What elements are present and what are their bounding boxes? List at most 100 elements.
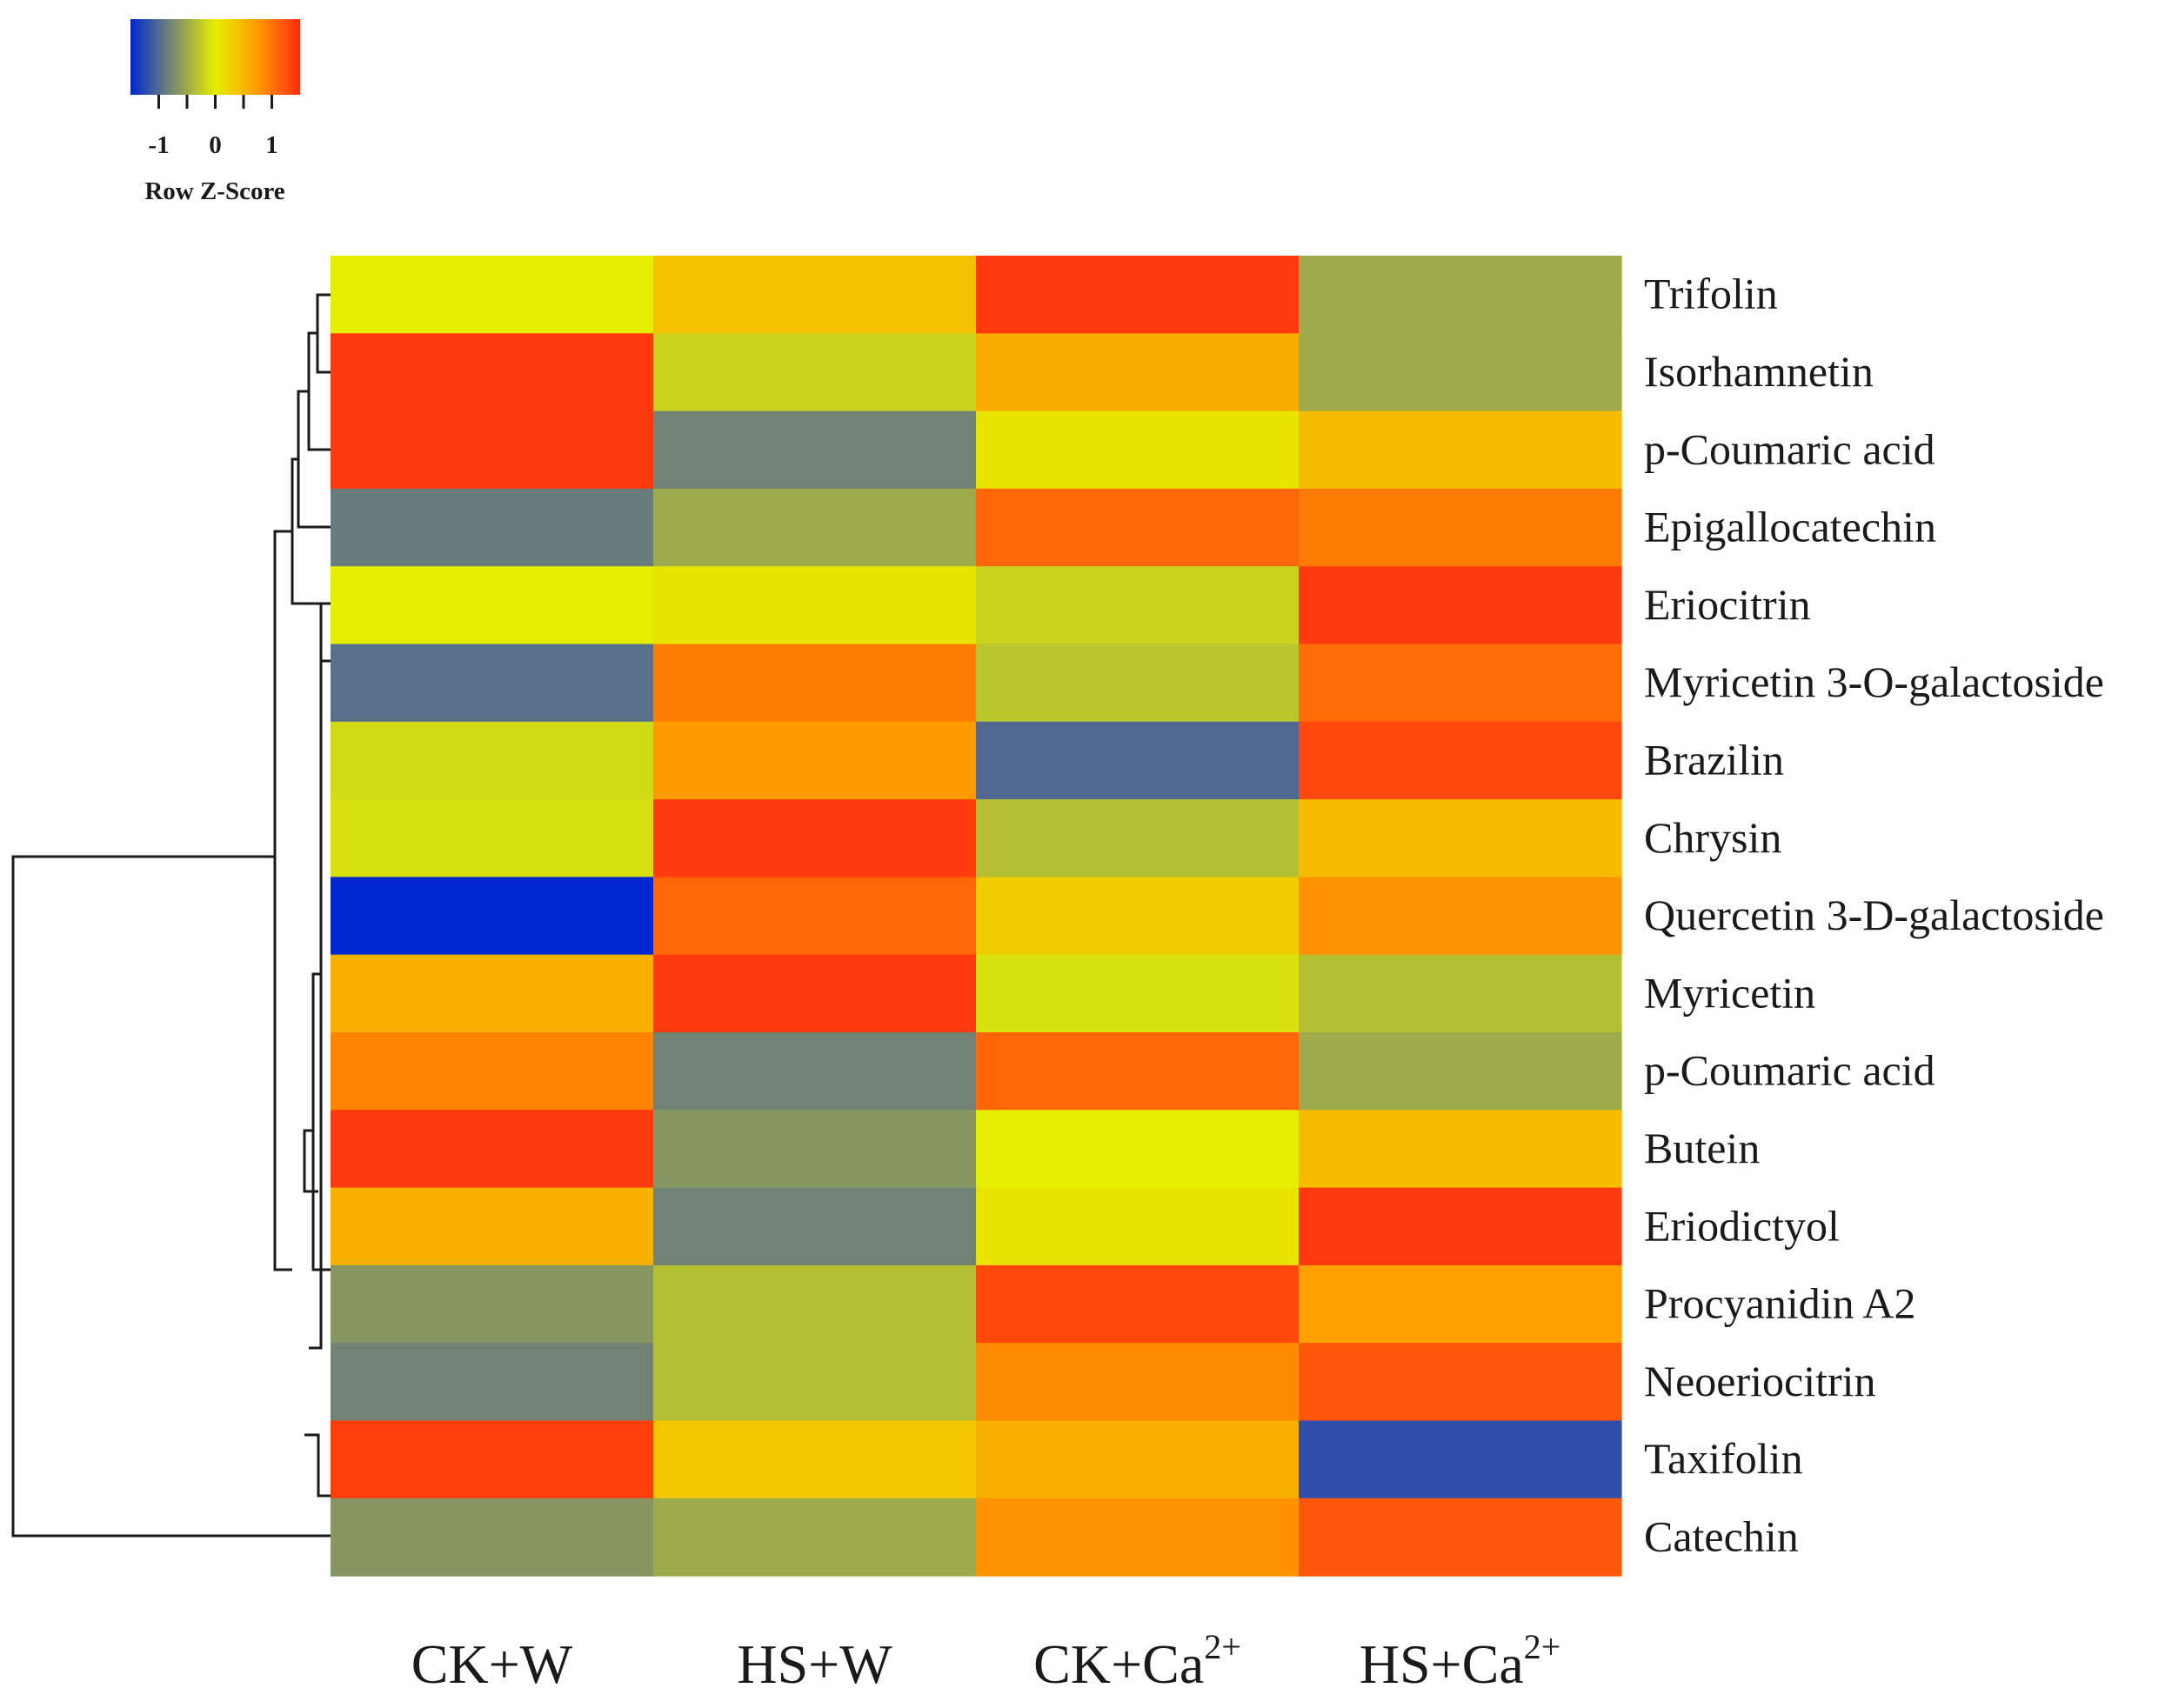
row-dendrogram <box>11 293 331 1538</box>
row-label: Butein <box>1644 1124 1760 1172</box>
heatmap-cell <box>653 410 977 490</box>
heatmap-cell <box>653 333 977 412</box>
heatmap-cell <box>1299 954 1622 1033</box>
heatmap-cell <box>331 721 654 800</box>
heatmap-cell <box>653 1498 977 1577</box>
heatmap-cell <box>653 721 977 800</box>
column-labels: CK+W HS+W CK+Ca2+ HS+Ca2+ <box>411 1627 1560 1695</box>
heatmap-cell <box>331 1498 654 1577</box>
heatmap-cell <box>1299 1343 1622 1422</box>
heatmap-cell <box>1299 1498 1622 1577</box>
row-label: Eriodictyol <box>1644 1201 1840 1250</box>
row-label: Eriocitrin <box>1644 580 1811 629</box>
heatmap-cell <box>1299 410 1622 490</box>
heatmap-cell <box>976 1187 1300 1266</box>
heatmap-cell <box>1299 721 1622 800</box>
row-label: Trifolin <box>1644 270 1778 318</box>
heatmap-cell <box>1299 1032 1622 1111</box>
row-label: Brazilin <box>1644 735 1784 784</box>
heatmap-cell <box>1299 566 1622 645</box>
heatmap-cell <box>976 566 1300 645</box>
heatmap-cell <box>976 1420 1300 1499</box>
heatmap-cell <box>976 721 1300 800</box>
heatmap-cell <box>331 644 654 723</box>
heatmap-cell <box>653 488 977 567</box>
heatmap-cell <box>653 1420 977 1499</box>
heatmap-cell <box>1299 1420 1622 1499</box>
heatmap-cells <box>331 256 1622 1577</box>
color-key-ticks: -1 0 1 <box>148 95 278 159</box>
heatmap-cell <box>976 1343 1300 1422</box>
row-label: Taxifolin <box>1644 1434 1803 1483</box>
heatmap-cell <box>976 644 1300 723</box>
heatmap-cell <box>331 1110 654 1189</box>
color-key-tick-label: 0 <box>209 131 222 159</box>
heatmap-cell <box>331 333 654 412</box>
heatmap-cell <box>976 1498 1300 1577</box>
heatmap-cell <box>1299 799 1622 877</box>
heatmap-cell <box>331 1420 654 1499</box>
heatmap-cell <box>976 256 1300 334</box>
heatmap-cell <box>1299 1110 1622 1189</box>
row-label: p-Coumaric acid <box>1644 424 1935 473</box>
heatmap-cell <box>1299 488 1622 567</box>
heatmap-cell <box>653 566 977 645</box>
row-label: Quercetin 3-D-galactoside <box>1644 891 2104 939</box>
heatmap-cell <box>1299 333 1622 412</box>
heatmap-cell <box>1299 644 1622 723</box>
heatmap-cell <box>331 1343 654 1422</box>
row-label: Isorhamnetin <box>1644 347 1874 396</box>
heatmap-cell <box>976 1032 1300 1111</box>
heatmap-cell <box>653 1187 977 1266</box>
heatmap-cell <box>653 954 977 1033</box>
row-label: Epigallocatechin <box>1644 503 1936 551</box>
column-label: CK+W <box>411 1633 573 1695</box>
row-label: Chrysin <box>1644 813 1781 862</box>
row-labels: Trifolin Isorhamnetin p-Coumaric acid Epiga… <box>1644 270 2104 1561</box>
heatmap-cell <box>653 1343 977 1422</box>
column-label: HS+Ca2+ <box>1360 1627 1561 1695</box>
heatmap-cell <box>653 644 977 723</box>
row-label: Myricetin 3-O-galactoside <box>1644 657 2104 706</box>
row-label: Neoeriocitrin <box>1644 1357 1876 1405</box>
heatmap-cell <box>331 488 654 567</box>
heatmap-cell <box>331 1264 654 1344</box>
color-key-tick-label: 1 <box>265 131 278 159</box>
heatmap-cell <box>331 1187 654 1266</box>
color-key-title: Row Z-Score <box>144 177 284 205</box>
heatmap-cell <box>653 1264 977 1344</box>
heatmap-cell <box>653 256 977 334</box>
heatmap-cell <box>653 1110 977 1189</box>
heatmap-cell <box>331 1032 654 1111</box>
heatmap-cell <box>331 954 654 1033</box>
heatmap-cell <box>653 799 977 877</box>
column-label: HS+W <box>737 1633 892 1695</box>
dendrogram-branches <box>11 293 331 1538</box>
row-label: Catechin <box>1644 1512 1799 1561</box>
heatmap-cell <box>976 1110 1300 1189</box>
heatmap-cell <box>331 877 654 956</box>
row-label: Myricetin <box>1644 968 1815 1017</box>
heatmap-cell <box>976 877 1300 956</box>
heatmap-cell <box>1299 1264 1622 1344</box>
heatmap-cell <box>976 954 1300 1033</box>
column-label: CK+Ca2+ <box>1033 1627 1241 1695</box>
heatmap-cell <box>976 333 1300 412</box>
heatmap-cell <box>976 410 1300 490</box>
heatmap-cell <box>1299 256 1622 334</box>
heatmap-cell <box>976 488 1300 567</box>
heatmap-cell <box>331 410 654 490</box>
row-label: p-Coumaric acid <box>1644 1046 1935 1095</box>
heatmap-cell <box>331 256 654 334</box>
heatmap-cell <box>976 799 1300 877</box>
color-key-bar <box>130 19 300 95</box>
row-label: Procyanidin A2 <box>1644 1279 1915 1328</box>
heatmap-cell <box>331 799 654 877</box>
heatmap-cell <box>331 566 654 645</box>
color-key: -1 0 1 Row Z-Score <box>130 19 300 205</box>
heatmap-cell <box>653 1032 977 1111</box>
heatmap-cell <box>1299 877 1622 956</box>
heatmap-cell <box>1299 1187 1622 1266</box>
color-key-tick-label: -1 <box>148 131 169 159</box>
